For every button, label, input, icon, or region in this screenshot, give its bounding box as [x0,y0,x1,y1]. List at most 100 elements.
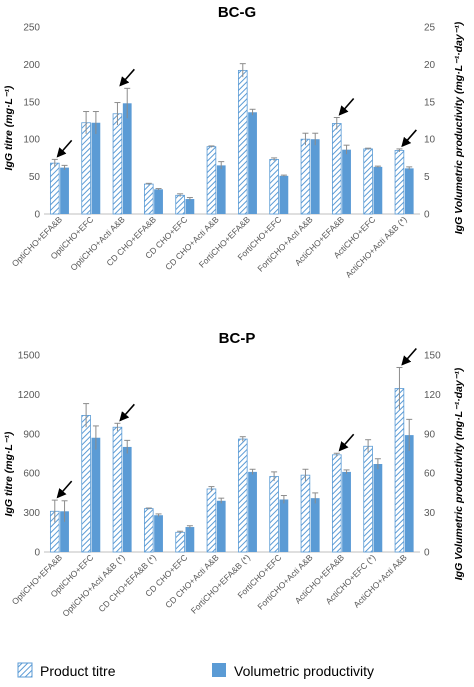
chart-title-bc-g: BC-G [218,4,256,21]
y-tick-label-right: 25 [424,23,436,34]
y-tick-label-left: 300 [23,508,40,519]
bar-volumetric-productivity [60,167,69,214]
y-tick-label-right: 20 [424,60,436,71]
annotation-arrow [338,97,355,116]
bar-volumetric-productivity [342,149,351,214]
bar-product-titre [394,388,405,553]
annotation-arrow [56,139,73,158]
bar-volumetric-productivity [216,500,226,552]
y-tick-label-left: 100 [23,135,40,146]
bar-product-titre [206,146,217,215]
y-tick-label-left: 900 [23,429,40,440]
bar-volumetric-productivity [122,103,132,214]
bar-volumetric-productivity [185,527,195,552]
y-tick-label-right: 60 [424,469,436,480]
y-tick-label-left: 0 [34,548,40,559]
y-tick-label-left: 1200 [18,390,41,401]
annotation-arrow [119,403,135,422]
bar-product-titre [143,183,154,215]
bar-volumetric-productivity [185,199,195,214]
y-tick-label-right: 90 [424,429,436,440]
chart-title-bc-p: BC-P [219,330,256,347]
bar-product-titre [363,445,373,553]
y-tick-label-left: 50 [29,172,41,183]
bar-volumetric-productivity [279,499,289,552]
legend-swatch-product-titre [17,662,33,678]
bar-volumetric-productivity [91,122,101,214]
bar-volumetric-productivity [373,464,383,552]
bar-product-titre [81,122,91,215]
y-tick-label-left: 0 [34,210,40,221]
y-tick-label-right: 150 [424,351,441,362]
bar-product-titre [269,158,279,215]
x-tick-label: ActiCHO+Acti A&B (*) [343,214,408,279]
bar-product-titre [206,488,217,553]
bar-product-titre [49,162,60,215]
y-tick-label-right: 120 [424,390,441,401]
bar-product-titre [300,474,311,553]
bar-product-titre [300,138,311,215]
x-tick-label: CD CHO+EFA&B (*) [96,552,158,614]
x-tick-label: CD CHO+Acti A&B [163,214,221,272]
bar-volumetric-productivity [404,168,414,214]
bar-volumetric-productivity [216,165,226,214]
bar-volumetric-productivity [404,435,414,552]
bar-product-titre [237,69,248,215]
bar-product-titre [112,426,123,553]
y-tick-label-right: 15 [424,97,436,108]
bar-product-titre [81,415,91,553]
y-tick-label-left: 200 [23,60,40,71]
bar-product-titre [237,438,248,553]
bar-product-titre [363,148,373,215]
bar-volumetric-productivity [342,471,351,552]
bar-product-titre [331,454,342,553]
bar-volumetric-productivity [60,511,69,552]
legend-label-volumetric-productivity: Volumetric productivity [234,663,374,679]
bar-volumetric-productivity [91,437,101,552]
y-tick-label-left: 1500 [18,351,41,362]
bar-volumetric-productivity [154,189,163,214]
x-tick-label: FortiCHO+Acti A&B [255,214,315,274]
y-tick-label-right: 30 [424,508,436,519]
legend-label-product-titre: Product titre [40,663,116,679]
bar-product-titre [175,531,185,553]
y-axis-label-right: IgG Volumetric productivity (mg·L⁻¹·day⁻… [453,367,465,580]
legend-swatch-volumetric-productivity [212,663,226,677]
x-tick-label: FortiCHO+Acti A&B [255,552,315,612]
bar-product-titre [331,123,342,215]
bar-volumetric-productivity [154,515,163,552]
annotation-arrow [56,480,73,499]
bar-product-titre [143,508,154,553]
bar-volumetric-productivity [310,139,320,214]
y-axis-label-right: IgG Volumetric productivity (mg·L⁻¹·day⁻… [453,21,465,234]
bar-volumetric-productivity [122,446,132,552]
bar-volumetric-productivity [310,498,320,552]
y-tick-label-left: 600 [23,469,40,480]
annotation-arrow [401,347,417,366]
bar-product-titre [269,476,279,553]
bar-volumetric-productivity [248,112,257,214]
chart-bc-p: BC-P IgG titre (mg·L⁻¹) IgG Volumetric p… [3,330,465,619]
y-tick-label-right: 0 [424,548,430,559]
y-tick-label-left: 250 [23,23,40,34]
bar-volumetric-productivity [248,471,257,552]
x-tick-label: FortiCHO+EFA&B (*) [189,552,252,615]
x-tick-label: ActiCHO+Acti A&B [351,552,409,610]
y-tick-label-left: 150 [23,97,40,108]
annotation-arrow [401,129,417,148]
x-tick-label: OptiCHO+Acti A&B [68,214,127,273]
y-tick-label-right: 10 [424,135,436,146]
bar-volumetric-productivity [279,175,289,214]
x-tick-label: CD CHO+Acti A&B [163,552,221,610]
annotation-arrow [119,68,135,87]
y-axis-label-left: IgG titre (mg·L⁻¹) [3,85,15,170]
y-tick-label-right: 0 [424,210,430,221]
bar-product-titre [394,150,405,215]
bar-volumetric-productivity [373,166,383,214]
y-axis-label-left: IgG titre (mg·L⁻¹) [3,431,15,516]
y-tick-label-right: 5 [424,172,430,183]
annotation-arrow [338,433,355,452]
bar-product-titre [112,113,123,215]
bar-product-titre [175,194,185,215]
